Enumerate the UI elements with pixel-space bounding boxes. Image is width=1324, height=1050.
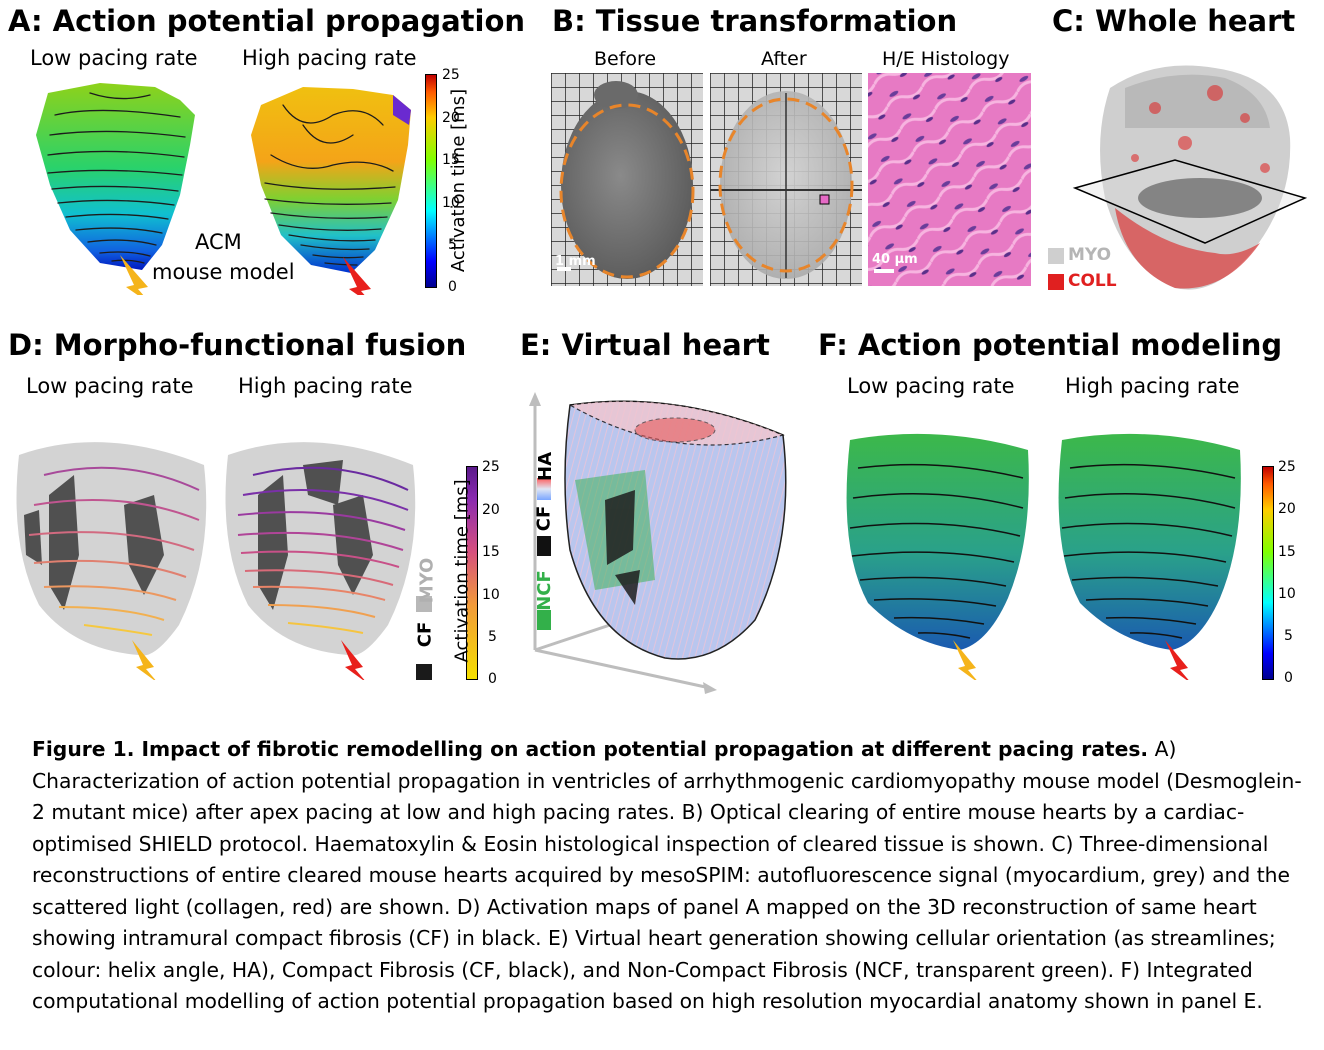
panel-f-high-label: High pacing rate [1065,374,1240,398]
tick: 20 [482,502,500,518]
colorbar-f [1262,466,1274,680]
colorbar-d-label: Activation time [ms] [451,479,473,663]
before-image [551,73,703,286]
tick: 25 [482,459,500,475]
high-fusion-heart [225,442,416,680]
tick: 5 [488,629,497,645]
scale-bar-40um: 40 µm [872,252,918,267]
panel-a-high-label: High pacing rate [242,46,417,70]
panel-c-title: C: Whole heart [1052,4,1296,38]
colorbar-d [466,466,478,680]
tick: 10 [1278,586,1296,602]
panel-a-low-label: Low pacing rate [30,46,198,70]
caption-body: A) Characterization of action potential … [32,737,1302,1013]
panel-b-title: B: Tissue transformation [552,4,958,38]
after-label: After [761,48,807,70]
cf-e-legend-swatch [537,536,551,556]
low-fusion-heart [16,442,207,680]
panel-d-title: D: Morpho-functional fusion [8,328,467,362]
caption-title: Figure 1. Impact of fibrotic remodelling… [32,737,1149,761]
tick: 5 [1284,628,1293,644]
cf-legend-label: CF [414,621,436,648]
scale-bar-1mm: 1 mm [555,254,596,269]
panel-f-title: F: Action potential modeling [818,328,1283,362]
cf-legend-swatch [416,664,432,680]
tick: 15 [442,152,460,168]
ncf-legend-swatch [537,610,551,630]
tick: 0 [1284,670,1293,686]
before-label: Before [594,48,657,70]
tick: 10 [482,587,500,603]
panel-d-high-label: High pacing rate [238,374,413,398]
myo-legend-swatch [1048,248,1064,264]
histology-label: H/E Histology [882,48,1010,70]
tick: 0 [448,279,457,295]
tick: 15 [1278,544,1296,560]
coll-legend-label: COLL [1068,271,1117,291]
ha-legend-swatch [537,478,551,500]
ha-legend-label: HA [535,452,556,481]
coll-legend-swatch [1048,274,1064,290]
tick: 25 [442,67,460,83]
tick: 10 [442,195,460,211]
panel-f-low-label: Low pacing rate [847,374,1015,398]
model-label-1: ACM [195,230,242,254]
myo-d-legend-label: MYO [416,557,438,604]
virtual-heart-render [529,392,787,694]
tick: 20 [442,110,460,126]
high-model-heart [1058,433,1241,680]
tick: 25 [1278,459,1296,475]
tick: 15 [482,544,500,560]
figure-caption: Figure 1. Impact of fibrotic remodelling… [32,734,1302,1018]
high-activation-map [251,87,411,295]
myo-legend-label: MYO [1068,245,1112,265]
panel-e-title: E: Virtual heart [520,328,770,362]
tick: 0 [488,671,497,687]
low-model-heart [846,433,1029,680]
tick: 20 [1278,501,1296,517]
panel-d-low-label: Low pacing rate [26,374,194,398]
colorbar-a [425,74,437,288]
whole-heart-render [1072,65,1308,290]
histology-image [868,73,1031,286]
colorbar-a-label: Activation time [ms] [448,88,470,273]
cf-e-legend-label: CF [533,505,555,532]
model-label-2: mouse model [152,260,295,284]
tick: 5 [448,237,457,253]
ncf-legend-label: NCF [533,570,555,611]
after-image [710,73,862,286]
low-activation-map [36,83,195,295]
panel-a-title: A: Action potential propagation [8,4,526,38]
myo-d-legend-swatch [416,596,432,612]
